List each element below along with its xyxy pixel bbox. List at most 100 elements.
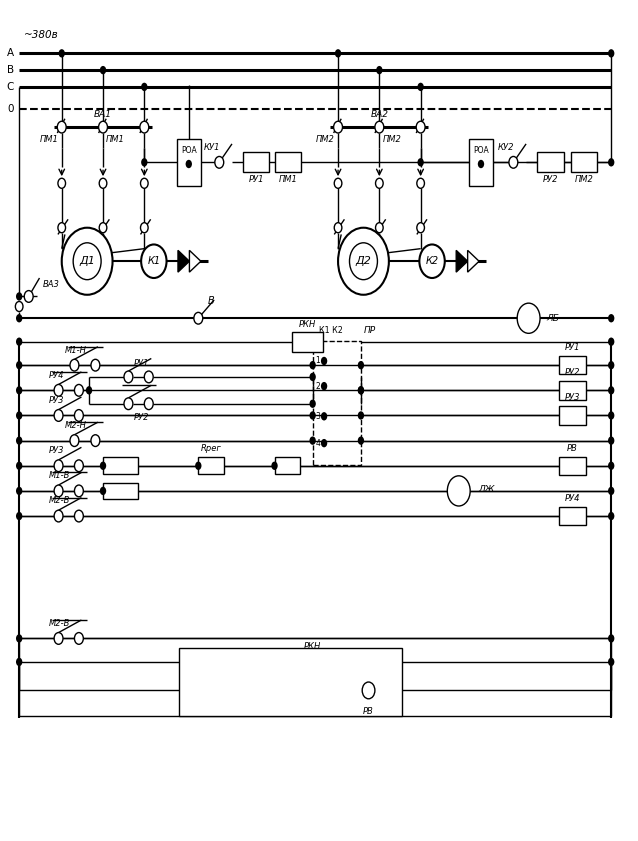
Circle shape bbox=[334, 223, 342, 233]
Circle shape bbox=[478, 160, 484, 168]
Text: ВА3: ВА3 bbox=[43, 280, 59, 289]
Circle shape bbox=[214, 682, 226, 699]
Circle shape bbox=[416, 121, 425, 133]
Circle shape bbox=[75, 510, 84, 522]
Text: К2: К2 bbox=[426, 257, 439, 267]
Polygon shape bbox=[456, 251, 468, 272]
Circle shape bbox=[358, 411, 364, 420]
Circle shape bbox=[140, 223, 148, 233]
Circle shape bbox=[140, 121, 149, 133]
Circle shape bbox=[358, 361, 364, 369]
Text: ПМ1: ПМ1 bbox=[278, 175, 297, 183]
Text: РУ3: РУ3 bbox=[49, 396, 64, 405]
Text: 2: 2 bbox=[315, 382, 320, 390]
Text: РВ: РВ bbox=[567, 444, 578, 452]
Circle shape bbox=[75, 410, 84, 421]
Circle shape bbox=[419, 245, 445, 278]
Text: ПМ2: ПМ2 bbox=[574, 175, 593, 183]
Circle shape bbox=[62, 228, 112, 294]
Circle shape bbox=[608, 386, 614, 394]
Circle shape bbox=[376, 223, 383, 233]
Bar bbox=[274, 458, 300, 474]
Text: Д2: Д2 bbox=[355, 257, 371, 267]
Circle shape bbox=[608, 487, 614, 495]
Circle shape bbox=[91, 435, 100, 447]
Circle shape bbox=[16, 337, 22, 346]
Circle shape bbox=[58, 223, 66, 233]
Bar bbox=[559, 457, 586, 475]
Text: ВА1: ВА1 bbox=[94, 110, 112, 119]
Circle shape bbox=[100, 487, 106, 495]
Circle shape bbox=[376, 178, 383, 188]
Circle shape bbox=[447, 476, 470, 506]
Text: ПМ1: ПМ1 bbox=[106, 135, 125, 144]
Text: ВА2: ВА2 bbox=[370, 110, 389, 119]
Circle shape bbox=[376, 66, 383, 74]
Circle shape bbox=[70, 359, 79, 371]
Circle shape bbox=[141, 245, 167, 278]
Text: 0: 0 bbox=[8, 103, 14, 114]
Circle shape bbox=[417, 82, 424, 91]
Circle shape bbox=[309, 373, 316, 381]
Text: ПМ2: ПМ2 bbox=[383, 135, 401, 144]
Bar bbox=[274, 152, 301, 172]
Circle shape bbox=[54, 485, 63, 497]
Bar bbox=[313, 341, 361, 465]
Text: М2-Н: М2-Н bbox=[65, 421, 87, 430]
Circle shape bbox=[54, 384, 63, 396]
Circle shape bbox=[334, 178, 342, 188]
Text: C: C bbox=[7, 82, 14, 92]
Text: ЛЖ: ЛЖ bbox=[478, 484, 494, 494]
Circle shape bbox=[309, 436, 316, 445]
Polygon shape bbox=[178, 251, 189, 272]
Bar bbox=[469, 139, 493, 186]
Circle shape bbox=[309, 361, 316, 369]
Circle shape bbox=[141, 158, 147, 167]
Text: РУ3: РУ3 bbox=[565, 394, 580, 402]
Circle shape bbox=[16, 436, 22, 445]
Circle shape bbox=[608, 462, 614, 470]
Circle shape bbox=[417, 223, 424, 233]
Text: М1-В: М1-В bbox=[49, 471, 70, 480]
Circle shape bbox=[100, 462, 106, 470]
Circle shape bbox=[417, 158, 424, 167]
Circle shape bbox=[517, 303, 540, 333]
Circle shape bbox=[375, 121, 384, 133]
Text: РУ2: РУ2 bbox=[542, 175, 558, 183]
Bar bbox=[292, 331, 323, 352]
Circle shape bbox=[309, 399, 316, 408]
Circle shape bbox=[608, 658, 614, 666]
Text: КУ2: КУ2 bbox=[498, 143, 515, 151]
Circle shape bbox=[16, 411, 22, 420]
Circle shape bbox=[215, 156, 224, 168]
Text: ПМ2: ПМ2 bbox=[316, 135, 335, 144]
Circle shape bbox=[334, 121, 343, 133]
Circle shape bbox=[358, 436, 364, 445]
Bar bbox=[559, 507, 586, 526]
Circle shape bbox=[608, 314, 614, 322]
Text: B: B bbox=[7, 65, 14, 75]
Circle shape bbox=[608, 337, 614, 346]
Text: М1-Н: М1-Н bbox=[65, 346, 87, 355]
Circle shape bbox=[57, 121, 66, 133]
Circle shape bbox=[124, 398, 133, 410]
Text: КУ1: КУ1 bbox=[204, 143, 221, 151]
Text: ЛБ: ЛБ bbox=[546, 314, 560, 323]
Circle shape bbox=[335, 49, 341, 57]
Circle shape bbox=[140, 178, 148, 188]
Circle shape bbox=[16, 634, 22, 643]
Circle shape bbox=[608, 634, 614, 643]
Circle shape bbox=[186, 160, 192, 168]
Polygon shape bbox=[468, 251, 479, 272]
Text: РУ1: РУ1 bbox=[133, 359, 149, 368]
Circle shape bbox=[417, 178, 424, 188]
Circle shape bbox=[195, 462, 202, 470]
Bar bbox=[537, 152, 563, 172]
Circle shape bbox=[100, 223, 107, 233]
Text: 1: 1 bbox=[315, 357, 320, 366]
Circle shape bbox=[144, 398, 153, 410]
Circle shape bbox=[608, 512, 614, 521]
Circle shape bbox=[54, 632, 63, 644]
Circle shape bbox=[16, 293, 22, 300]
Circle shape bbox=[509, 156, 518, 168]
